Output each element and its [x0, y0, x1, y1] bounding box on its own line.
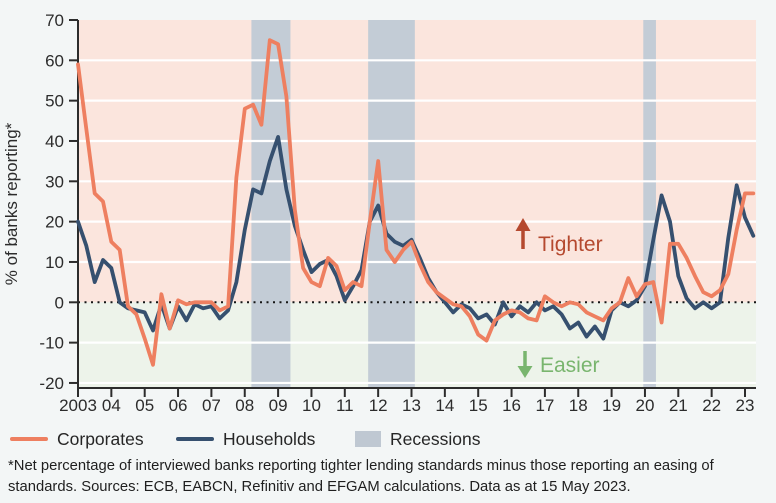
corporates-line-swatch	[10, 437, 48, 441]
svg-text:18: 18	[569, 396, 588, 415]
corporates-line	[76, 38, 756, 367]
svg-text:70: 70	[45, 11, 64, 30]
legend-item-recessions: Recessions	[355, 424, 480, 454]
svg-text:-20: -20	[39, 374, 64, 393]
legend-item-households: Households	[176, 424, 315, 454]
legend: Corporates Households Recessions	[0, 424, 776, 454]
svg-text:22: 22	[702, 396, 721, 415]
chart-area: 70 60 50 40 30 20 10 0 -10 -20 2003 04 05 06 07 08 09 10 1…	[2, 11, 756, 415]
svg-text:11: 11	[336, 396, 354, 415]
svg-text:10: 10	[45, 253, 64, 272]
svg-text:08: 08	[235, 396, 254, 415]
svg-text:10: 10	[302, 396, 321, 415]
svg-text:23: 23	[736, 396, 755, 415]
svg-text:14: 14	[435, 396, 454, 415]
svg-text:17: 17	[535, 396, 554, 415]
tick-labels: 70 60 50 40 30 20 10 0 -10 -20 2003 04 05 06 07 08 09 10 1…	[39, 11, 754, 415]
svg-text:Tighter: Tighter	[538, 233, 603, 256]
svg-text:12: 12	[369, 396, 388, 415]
svg-text:21: 21	[669, 396, 688, 415]
recessions-box-swatch	[355, 431, 381, 447]
svg-text:04: 04	[102, 396, 121, 415]
footnote: *Net percentage of interviewed banks rep…	[8, 458, 714, 495]
svg-text:19: 19	[602, 396, 621, 415]
legend-label-corporates: Corporates	[57, 428, 144, 449]
households-line-swatch	[176, 437, 214, 441]
svg-text:0: 0	[55, 293, 64, 312]
recession-band	[368, 20, 415, 388]
svg-text:50: 50	[45, 92, 64, 111]
svg-text:60: 60	[45, 51, 64, 70]
legend-label-households: Households	[223, 428, 316, 449]
svg-text:06: 06	[169, 396, 188, 415]
svg-text:20: 20	[635, 396, 654, 415]
axes	[69, 18, 756, 397]
svg-text:40: 40	[45, 132, 64, 151]
y-axis-title: % of banks reporting*	[2, 122, 21, 285]
svg-text:30: 30	[45, 172, 64, 191]
svg-text:16: 16	[502, 396, 521, 415]
svg-text:2003: 2003	[59, 396, 97, 415]
recession-band	[643, 20, 656, 388]
lending-standards-chart: 70 60 50 40 30 20 10 0 -10 -20 2003 04 05 06 07 08 09 10 1…	[2, 11, 756, 415]
up-arrow-icon	[515, 218, 531, 231]
svg-text:09: 09	[269, 396, 288, 415]
down-arrow-icon	[517, 366, 533, 378]
easier-zone	[78, 302, 756, 388]
svg-text:13: 13	[402, 396, 421, 415]
legend-item-corporates: Corporates	[10, 424, 144, 454]
tighter-annotation: Tighter	[515, 218, 603, 256]
legend-label-recessions: Recessions	[390, 428, 481, 449]
svg-text:Easier: Easier	[540, 354, 600, 377]
svg-text:20: 20	[45, 213, 64, 232]
svg-text:05: 05	[135, 396, 154, 415]
svg-text:15: 15	[469, 396, 488, 415]
svg-text:-10: -10	[39, 334, 64, 353]
easier-annotation: Easier	[517, 351, 600, 378]
svg-text:07: 07	[202, 396, 221, 415]
